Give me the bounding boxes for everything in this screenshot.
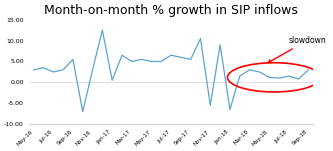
Text: slowdown: slowdown [268, 36, 327, 63]
Title: Month-on-month % growth in SIP inflows: Month-on-month % growth in SIP inflows [44, 4, 298, 17]
